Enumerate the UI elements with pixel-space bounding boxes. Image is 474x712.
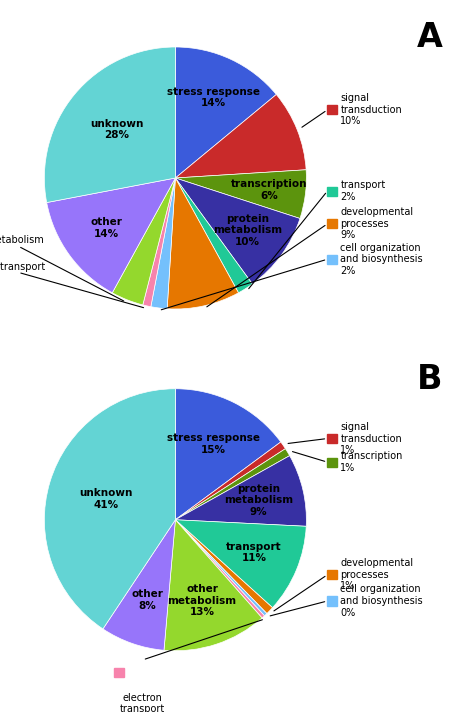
Wedge shape — [151, 178, 175, 309]
Text: A: A — [417, 21, 443, 54]
Text: transcription
6%: transcription 6% — [231, 179, 307, 201]
Wedge shape — [143, 178, 175, 307]
Wedge shape — [175, 178, 252, 293]
Text: unknown
41%: unknown 41% — [80, 488, 133, 510]
Wedge shape — [164, 520, 262, 651]
Bar — [114, 668, 124, 677]
Text: other metabolism
4%: other metabolism 4% — [0, 236, 43, 257]
Text: developmental
processes
1%: developmental processes 1% — [340, 558, 414, 592]
Wedge shape — [175, 520, 306, 607]
Text: protein
metabolism
9%: protein metabolism 9% — [224, 483, 293, 517]
Text: signal
transduction
1%: signal transduction 1% — [340, 422, 402, 455]
Text: other
metabolism
13%: other metabolism 13% — [167, 584, 237, 617]
Wedge shape — [47, 178, 175, 293]
Bar — [328, 187, 337, 196]
Text: other
8%: other 8% — [131, 590, 163, 611]
Wedge shape — [175, 456, 306, 526]
Text: transport
11%: transport 11% — [226, 542, 282, 563]
Text: stress response
14%: stress response 14% — [167, 87, 260, 108]
Text: transport
2%: transport 2% — [340, 180, 386, 202]
Bar — [328, 570, 337, 580]
Text: B: B — [417, 363, 443, 396]
Bar — [328, 458, 337, 466]
Text: electron
transport
0%: electron transport 0% — [120, 693, 165, 712]
Bar — [328, 219, 337, 229]
Text: transcription
1%: transcription 1% — [340, 451, 403, 473]
Text: cell organization
and biosynthesis
0%: cell organization and biosynthesis 0% — [340, 585, 423, 617]
Wedge shape — [112, 178, 175, 305]
Wedge shape — [175, 47, 276, 178]
Wedge shape — [175, 449, 290, 520]
Text: cell organization
and biosynthesis
2%: cell organization and biosynthesis 2% — [340, 243, 423, 276]
Wedge shape — [175, 520, 264, 618]
Text: developmental
processes
9%: developmental processes 9% — [340, 207, 414, 241]
Text: signal
transduction
10%: signal transduction 10% — [340, 93, 402, 127]
Text: stress response
15%: stress response 15% — [167, 433, 260, 454]
Bar — [328, 255, 337, 264]
Wedge shape — [175, 520, 267, 616]
Bar — [328, 597, 337, 606]
Wedge shape — [167, 178, 238, 309]
Text: protein
metabolism
10%: protein metabolism 10% — [213, 214, 282, 247]
Wedge shape — [45, 47, 175, 202]
Text: electron transport
1%: electron transport 1% — [0, 261, 45, 283]
Bar — [328, 434, 337, 443]
Wedge shape — [103, 520, 175, 650]
Wedge shape — [175, 169, 306, 219]
Wedge shape — [45, 389, 175, 629]
Wedge shape — [175, 95, 306, 178]
Wedge shape — [175, 520, 273, 614]
Text: unknown
28%: unknown 28% — [90, 119, 144, 140]
Bar — [328, 105, 337, 115]
Wedge shape — [175, 178, 300, 284]
Wedge shape — [175, 442, 285, 520]
Text: other
14%: other 14% — [91, 217, 122, 239]
Wedge shape — [175, 389, 281, 520]
